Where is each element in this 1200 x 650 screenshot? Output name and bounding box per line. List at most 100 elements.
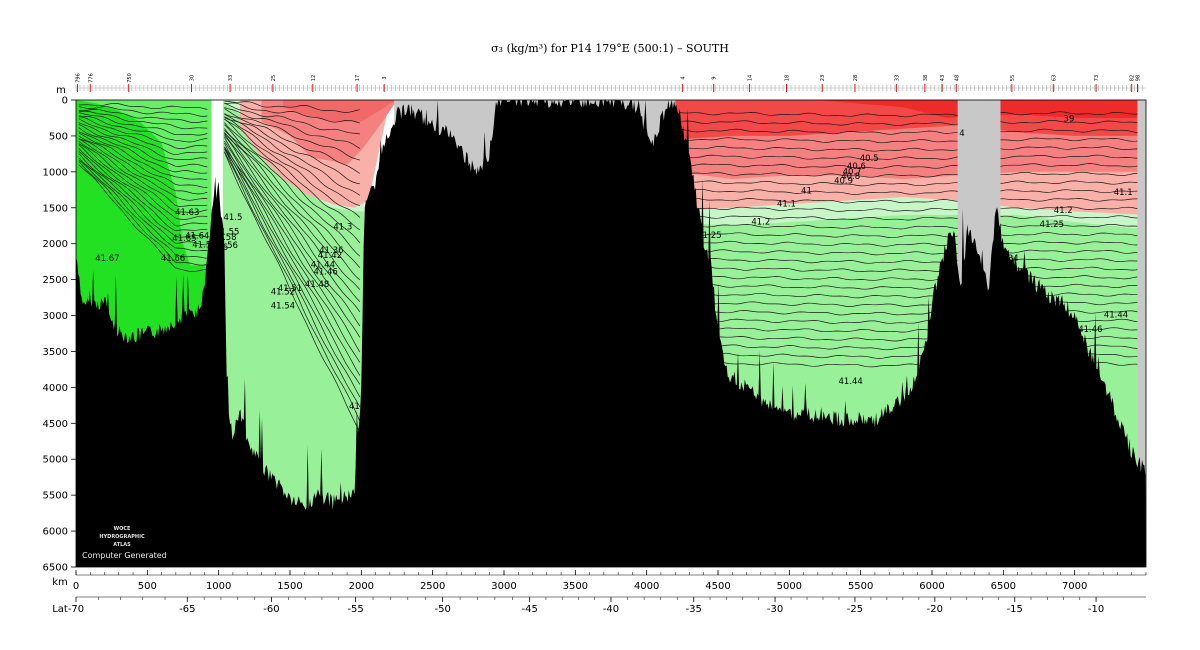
contour-line-32 <box>224 113 360 185</box>
contour-line-72 <box>679 266 1144 272</box>
depth-tick-label-7: 3500 <box>43 347 68 358</box>
contour-line-9 <box>78 124 208 168</box>
station-label-14: 28 <box>853 75 859 81</box>
contour-line-30 <box>224 108 360 161</box>
depth-tick-label-4: 2000 <box>43 239 68 250</box>
contour-line-77 <box>679 309 1144 316</box>
contour-line-2 <box>78 108 208 123</box>
plot-frame <box>75 99 1147 568</box>
station-label-15: 33 <box>894 75 900 81</box>
station-label-11: 14 <box>747 75 753 81</box>
contour-line-69 <box>679 240 1144 247</box>
contour-line-31 <box>224 113 361 174</box>
station-label-9: 4 <box>680 76 686 79</box>
contour-line-33 <box>224 117 361 196</box>
depth-axis-label: m <box>56 85 66 96</box>
contour-line-23 <box>78 159 208 259</box>
distance-tick-label-3: 1500 <box>277 581 302 592</box>
contour-label-18: 41.52 <box>271 288 295 298</box>
contour-line-42 <box>224 132 361 302</box>
station-label-22: 82 <box>1130 75 1136 81</box>
latitude-tick-label-7: -35 <box>686 604 702 615</box>
contour-line-29 <box>224 107 361 149</box>
logo-line-1: HYDROGRAPHIC <box>99 534 145 540</box>
distance-tick-label-11: 5500 <box>848 581 873 592</box>
depth-tick-label-12: 6000 <box>43 527 68 538</box>
contour-label-12: 41.36 <box>319 246 343 256</box>
contour-label-2: 41.65 <box>172 234 196 244</box>
contour-line-46 <box>224 140 361 353</box>
contour-label-27: 40.7 <box>843 168 862 178</box>
depth-tick-label-3: 1500 <box>43 203 68 214</box>
contour-line-38 <box>224 124 361 257</box>
station-label-19: 55 <box>1010 75 1016 81</box>
contour-line-49 <box>224 146 361 385</box>
contour-label-32: 41.1 <box>1114 188 1133 198</box>
distance-tick-label-4: 2000 <box>349 581 374 592</box>
latitude-tick-label-5: -45 <box>522 604 538 615</box>
contour-line-24 <box>78 161 208 266</box>
contour-line-75 <box>679 292 1144 299</box>
contour-line-18 <box>78 144 208 227</box>
station-label-20: 63 <box>1051 75 1057 81</box>
contour-label-5: 41.58 <box>212 233 236 243</box>
contour-line-59 <box>679 154 1144 160</box>
depth-tick-label-10: 5000 <box>43 455 68 466</box>
contour-line-58 <box>679 146 1144 152</box>
latitude-tick-label-1: -65 <box>179 604 195 615</box>
contour-line-70 <box>679 249 1144 256</box>
contour-label-13: 41.42 <box>318 251 342 261</box>
distance-axis: km 0 500 1000 1500 2000 2500 3000 3500 4000 4500 50… <box>52 570 1147 592</box>
contour-line-47 <box>224 142 361 363</box>
latitude-tick-label-3: -55 <box>347 604 363 615</box>
latitude-tick-label-2: -60 <box>263 604 279 615</box>
contour-label-3: 41.64 <box>185 232 209 242</box>
contour-line-12 <box>78 132 208 188</box>
distance-tick-label-7: 3500 <box>563 581 588 592</box>
contour-label-23: 4 <box>959 129 964 139</box>
chart-title: σ₃ (kg/m³) for P14 179°E (500:1) – SOUTH <box>491 42 729 55</box>
contour-label-20: 41.6 <box>349 402 368 412</box>
station-label-12: 18 <box>784 75 790 81</box>
contour-line-76 <box>679 301 1144 307</box>
fill-band-6 <box>282 100 397 122</box>
contour-line-41 <box>224 132 361 290</box>
latitude-axis-label: Lat <box>52 604 68 615</box>
distance-tick-label-12: 6000 <box>919 581 944 592</box>
contour-line-43 <box>224 133 361 313</box>
contour-line-0 <box>78 102 208 110</box>
latitude-tick-label-9: -25 <box>847 604 863 615</box>
latitude-tick-label-6: -40 <box>603 604 619 615</box>
station-label-0: 796 <box>75 73 81 83</box>
contour-line-68 <box>679 232 1144 239</box>
contour-label-35: .34 <box>1005 254 1019 264</box>
latitude-tick-label-0: -70 <box>68 604 84 615</box>
contour-label-22: 41.2 <box>751 217 770 227</box>
contour-label-9: 41.67 <box>95 254 119 264</box>
latitude-tick-label-11: -15 <box>1007 604 1023 615</box>
contour-label-4: 41.55 <box>215 227 239 237</box>
contour-label-26: 40.6 <box>847 162 866 172</box>
depth-tick-label-5: 2500 <box>43 275 68 286</box>
contour-line-65 <box>679 206 1144 212</box>
station-label-8: 3 <box>382 76 388 79</box>
contour-line-40 <box>224 130 361 281</box>
distance-tick-label-5: 2500 <box>420 581 445 592</box>
distance-tick-label-1: 500 <box>138 581 157 592</box>
latitude-tick-label-8: -30 <box>767 604 783 615</box>
contour-line-50 <box>224 149 361 398</box>
contour-label-38: 41.46 <box>1078 325 1102 335</box>
station-label-16: 38 <box>923 75 929 81</box>
contour-line-34 <box>224 116 361 206</box>
contour-line-54 <box>679 111 1144 118</box>
station-label-1: 776 <box>88 73 94 83</box>
contour-line-67 <box>679 223 1144 230</box>
contour-line-57 <box>679 137 1144 144</box>
contour-label-37: 41.44 <box>1104 311 1128 321</box>
station-label-10: 9 <box>712 76 718 79</box>
no-data-region-2 <box>1137 100 1146 567</box>
contour-label-1: 41.5 <box>223 213 242 223</box>
contour-line-45 <box>224 137 361 338</box>
contour-line-36 <box>224 118 361 231</box>
